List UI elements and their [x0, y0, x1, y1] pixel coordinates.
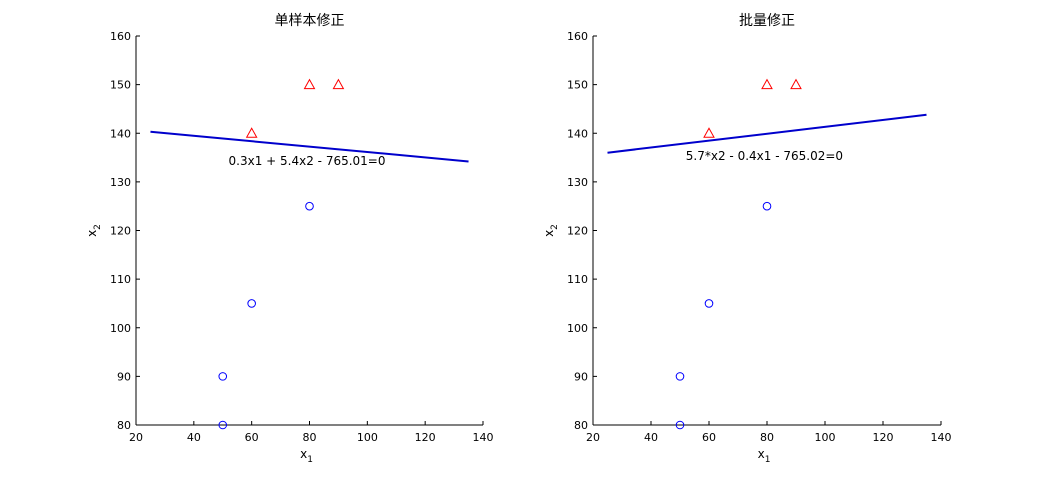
y-tick-label: 90 — [117, 370, 131, 383]
y-tick-label: 120 — [110, 225, 131, 238]
x-tick-label: 120 — [873, 431, 894, 444]
y-tick-label: 130 — [567, 176, 588, 189]
y-tick-label: 90 — [574, 370, 588, 383]
y-tick-label: 140 — [567, 127, 588, 140]
y-axis-label-subscript: 2 — [93, 224, 103, 230]
x-tick-label: 20 — [586, 431, 600, 444]
x-axis-label-subscript: 1 — [765, 455, 771, 465]
data-point-triangle — [303, 78, 316, 90]
y-tick-label: 100 — [567, 322, 588, 335]
y-tick-label: 80 — [574, 419, 588, 432]
x-axis-label-subscript: 1 — [307, 455, 313, 465]
x-tick-label: 140 — [473, 431, 494, 444]
x-tick-label: 80 — [760, 431, 774, 444]
y-tick-label: 80 — [117, 419, 131, 432]
x-tick-label: 80 — [303, 431, 317, 444]
data-point-circle — [675, 420, 685, 430]
chart-title: 单样本修正 — [275, 13, 345, 29]
data-point-circle — [675, 372, 685, 381]
y-tick-label: 140 — [110, 127, 131, 140]
data-point-circle — [762, 201, 772, 211]
x-axis-label: x1 — [758, 447, 771, 465]
y-axis-label: x2 — [542, 224, 560, 237]
y-axis-label-main: x — [85, 230, 99, 237]
y-tick-label: 110 — [567, 273, 588, 286]
y-tick-label: 160 — [567, 30, 588, 43]
decision-boundary-line — [150, 130, 469, 163]
subplot-1: 20 40 60 80 100 120 140 80 90 100 110 120 130 140 150 1… — [85, 13, 494, 465]
equation-annotation: 0.3x1 + 5.4x2 - 765.01=0 — [229, 154, 386, 168]
chart-title: 批量修正 — [739, 13, 795, 29]
data-point-circle — [218, 420, 228, 430]
x-tick-label: 40 — [644, 431, 658, 444]
y-tick-label: 120 — [567, 225, 588, 238]
y-tick-label: 110 — [110, 273, 131, 286]
data-point-triangle — [703, 127, 715, 138]
x-tick-label: 20 — [129, 431, 143, 444]
data-point-circle — [247, 299, 256, 308]
x-tick-label: 120 — [415, 431, 436, 444]
data-point-triangle — [761, 78, 773, 90]
y-axis-label-subscript: 2 — [550, 224, 560, 230]
data-point-circle — [305, 201, 314, 211]
x-tick-label: 140 — [931, 431, 952, 444]
y-tick-label: 100 — [110, 322, 131, 335]
y-tick-label: 150 — [110, 79, 131, 92]
x-axis-label: x1 — [300, 447, 313, 465]
x-tick-label: 40 — [187, 431, 201, 444]
data-point-triangle — [790, 78, 802, 90]
x-tick-label: 100 — [357, 431, 378, 444]
data-point-circle — [704, 299, 714, 308]
x-tick-label: 60 — [702, 431, 716, 444]
y-tick-label: 130 — [110, 176, 131, 189]
y-tick-label: 150 — [567, 79, 588, 92]
equation-annotation: 5.7*x2 - 0.4x1 - 765.02=0 — [686, 149, 843, 163]
y-axis-label-main: x — [542, 230, 556, 237]
decision-boundary-line — [607, 113, 927, 154]
data-point-circle — [218, 372, 228, 381]
x-axis-label-main: x — [300, 447, 307, 461]
x-tick-label: 60 — [245, 431, 259, 444]
y-tick-label: 160 — [110, 30, 131, 43]
data-point-triangle — [245, 127, 258, 138]
y-axis-label: x2 — [85, 224, 103, 237]
x-tick-label: 100 — [815, 431, 836, 444]
x-axis-label-main: x — [758, 447, 765, 461]
subplot-2: 20 40 60 80 100 120 140 80 90 100 110 120 130 140 150 1… — [542, 13, 952, 465]
data-point-triangle — [332, 78, 345, 90]
